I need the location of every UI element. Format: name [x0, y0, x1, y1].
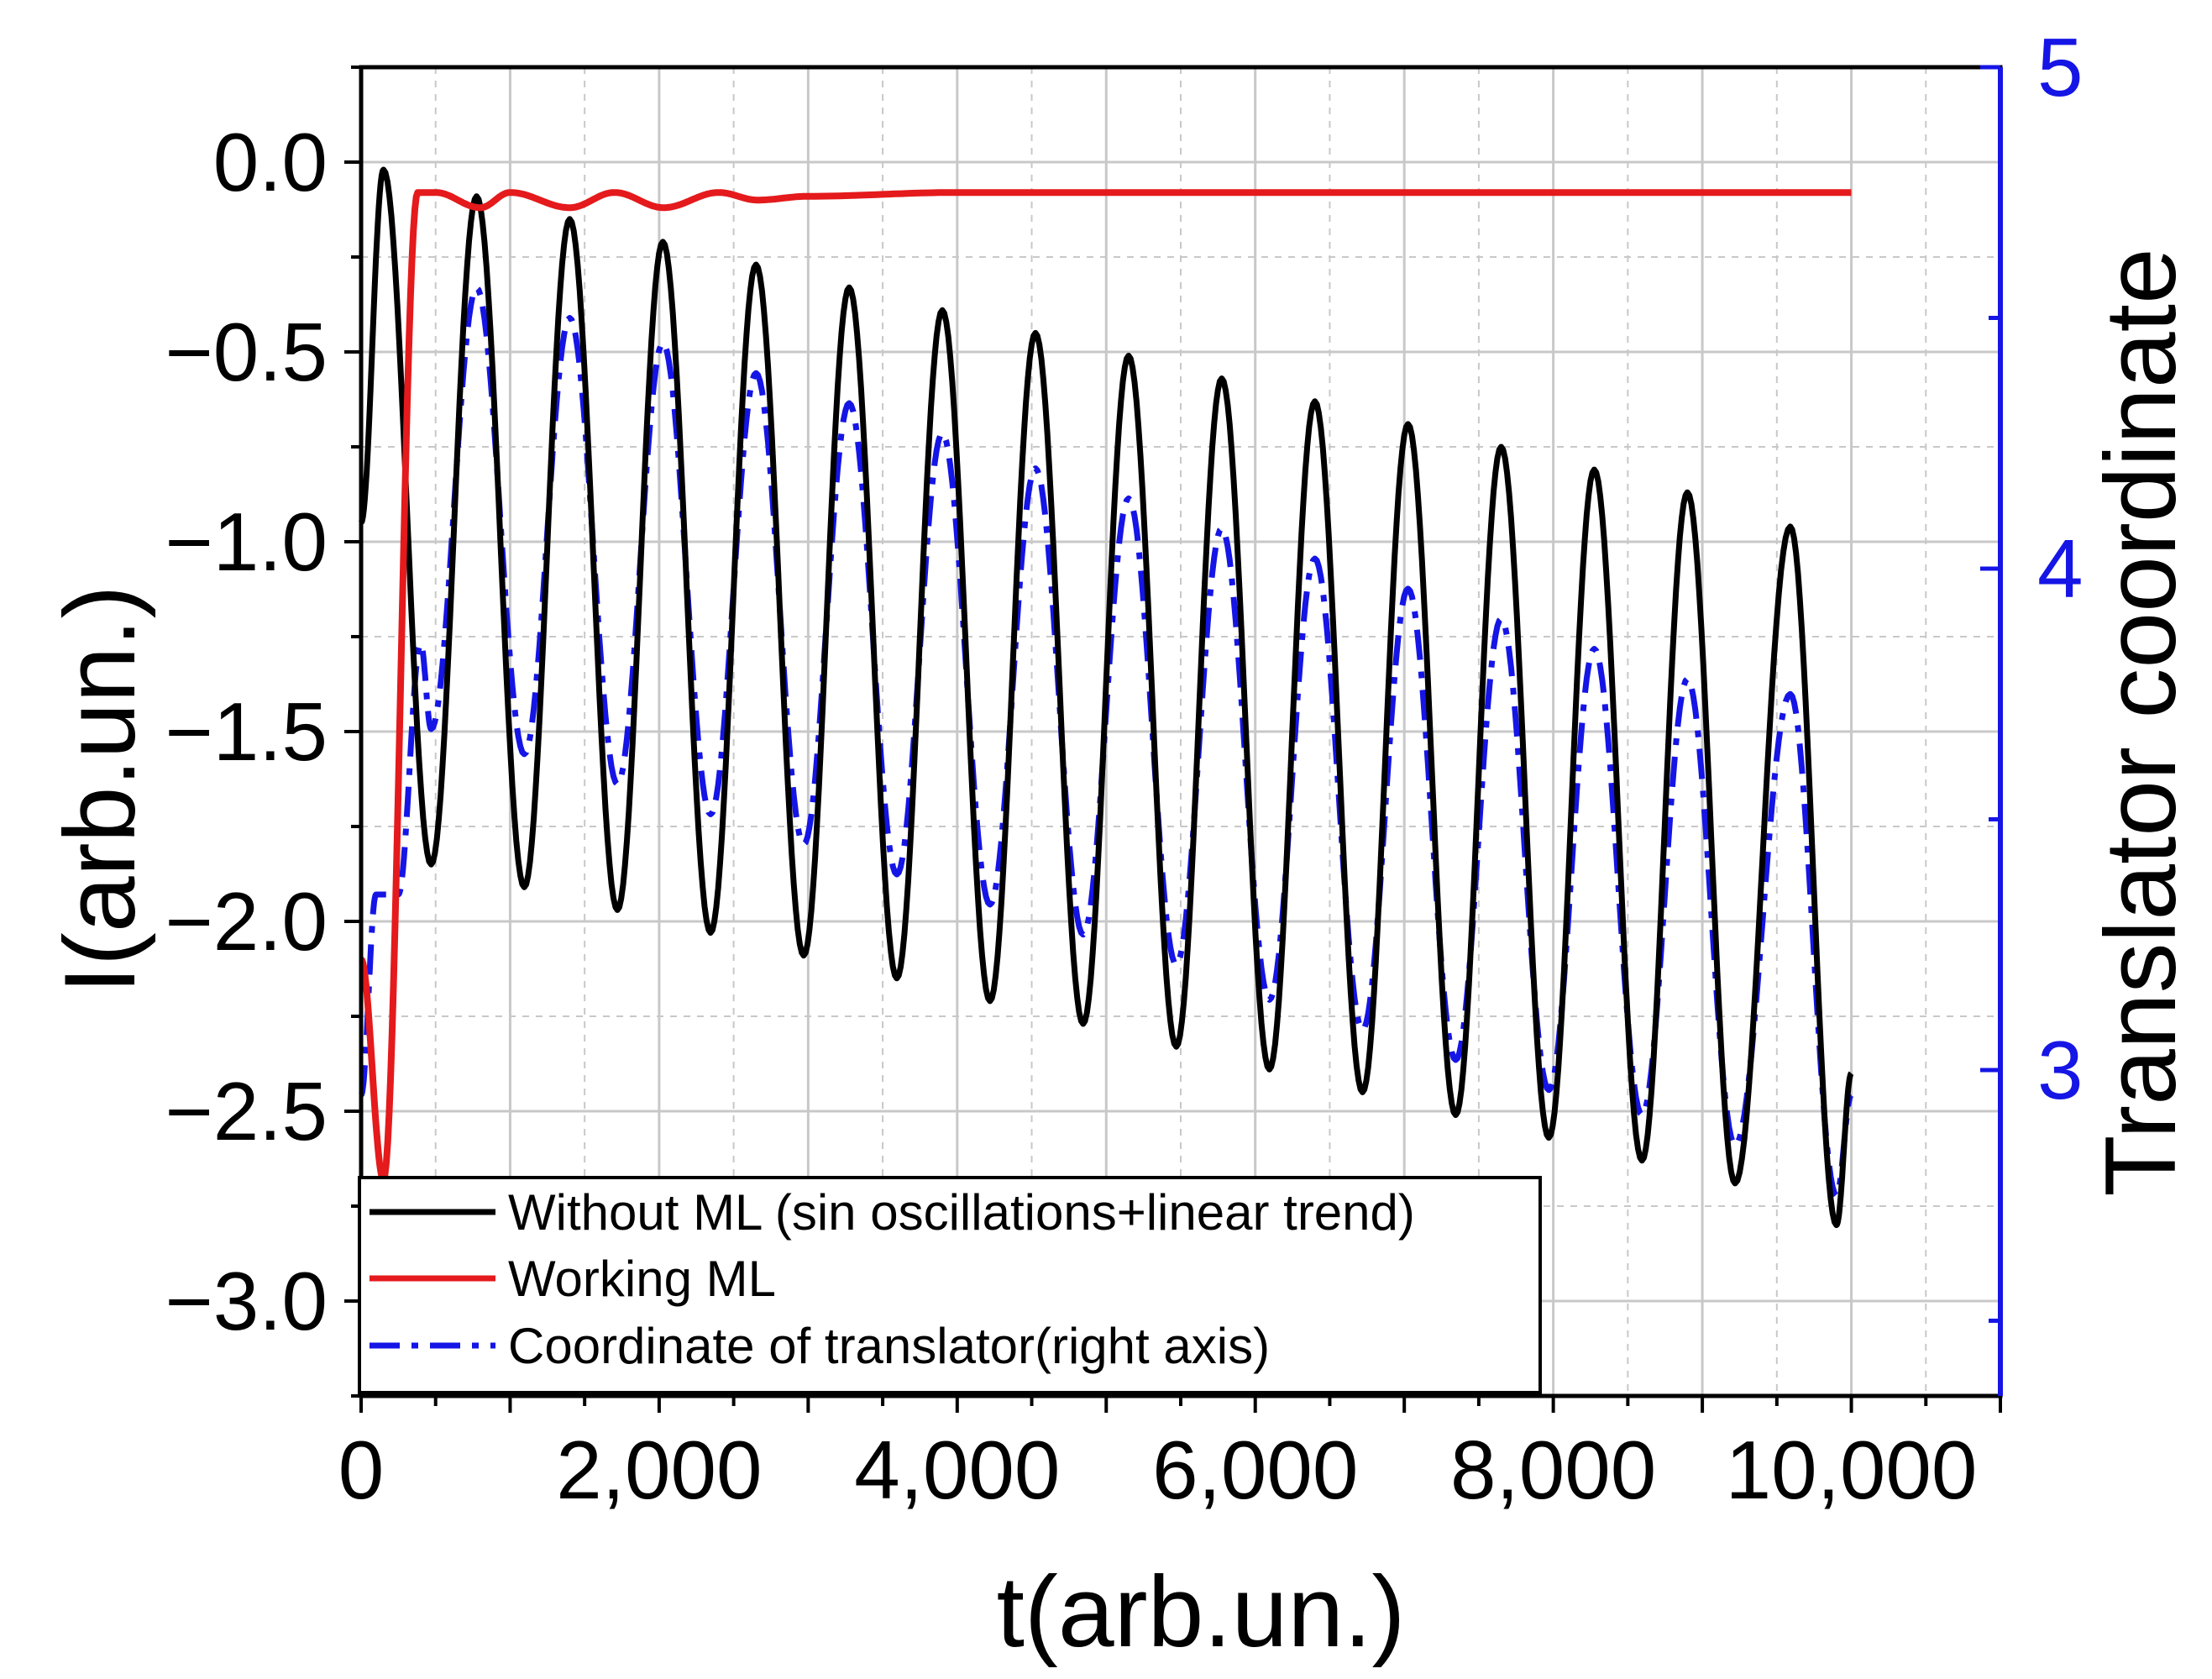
- y-axis-title: I(arb.un.): [44, 585, 156, 994]
- series-line-without-ml: [359, 166, 1854, 1229]
- y-tick-label: −1.5: [165, 685, 328, 778]
- axis-ticks: 0 2,000 4,000 6,000 8,000 10,000 0.0 −0.5 −1.0 −1…: [165, 21, 2084, 1516]
- legend-box: [358, 1176, 1542, 1394]
- series-line-working-ml: [359, 189, 1852, 1183]
- legend-label-translator: Coordinate of translator(right axis): [508, 1318, 1270, 1374]
- x-axis-title: t(arb.un.): [997, 1556, 1406, 1668]
- right-axis-title: Translator coordinate: [2084, 248, 2197, 1196]
- y-tick-label: −2.5: [165, 1065, 328, 1157]
- right-tick-label: 5: [2037, 21, 2084, 113]
- right-tick-label: 3: [2037, 1024, 2084, 1116]
- x-tick-label: 8,000: [1450, 1424, 1656, 1516]
- x-tick-label: 2,000: [556, 1424, 762, 1516]
- x-tick-label: 6,000: [1152, 1424, 1358, 1516]
- y-tick-label: −3.0: [165, 1255, 328, 1347]
- y-tick-label: −0.5: [165, 306, 328, 398]
- legend: Without ML (sin oscillations+linear tren…: [358, 1176, 1542, 1394]
- y-tick-label: −1.0: [165, 496, 328, 588]
- series-layer: [359, 166, 1854, 1229]
- y-tick-label: −2.0: [165, 875, 328, 968]
- legend-label-without-ml: Without ML (sin oscillations+linear tren…: [508, 1184, 1415, 1241]
- legend-label-working-ml: Working ML: [508, 1251, 776, 1307]
- right-tick-label: 4: [2037, 522, 2084, 615]
- x-tick-label: 0: [338, 1424, 385, 1516]
- x-tick-label: 4,000: [854, 1424, 1060, 1516]
- x-tick-label: 10,000: [1726, 1424, 1978, 1516]
- y-tick-label: 0.0: [213, 116, 328, 208]
- series-line-translator: [359, 285, 1854, 1199]
